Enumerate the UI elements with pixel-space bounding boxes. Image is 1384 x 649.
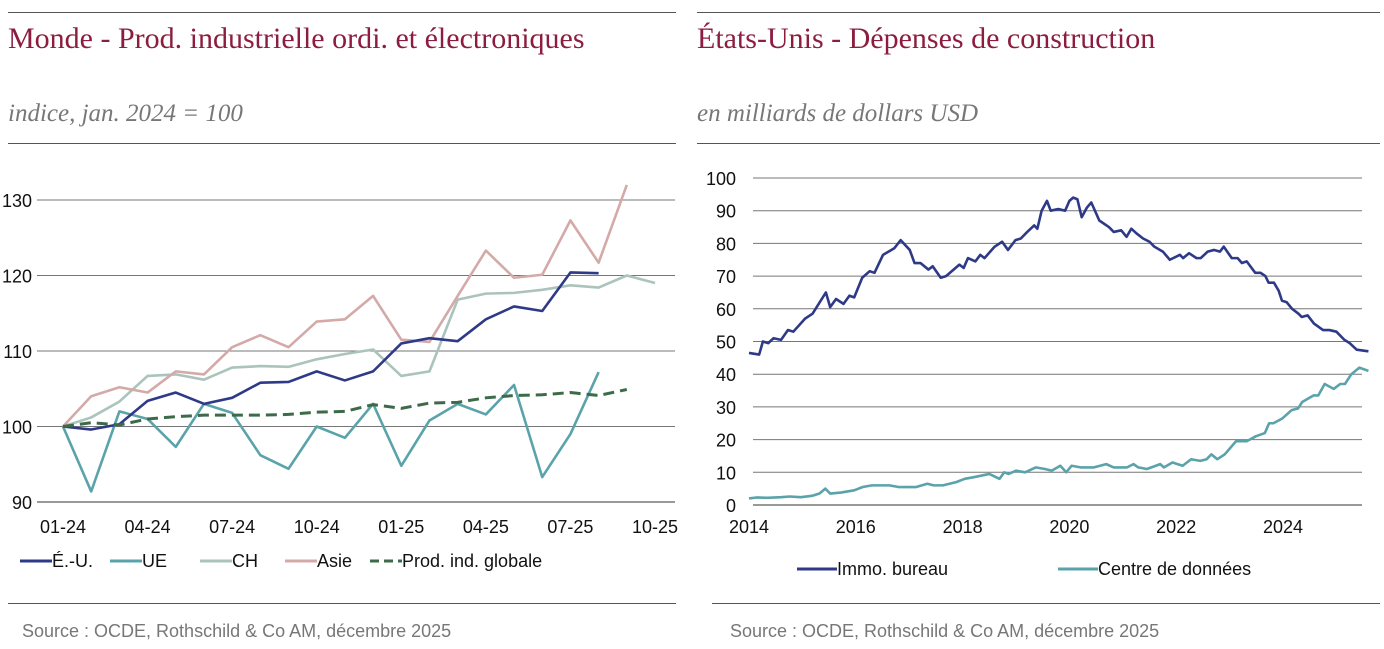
x-tick-label: 01-25	[378, 517, 424, 537]
top-rule	[697, 12, 1380, 13]
chart-subtitle: en milliards de dollars USD	[697, 100, 979, 127]
y-tick-label: 60	[716, 300, 736, 320]
legend-label: Prod. ind. globale	[402, 551, 542, 571]
y-tick-label: 70	[716, 267, 736, 287]
y-tick-label: 90	[12, 493, 32, 513]
x-tick-label: 07-24	[209, 517, 255, 537]
series-line-Centre de données	[748, 366, 1369, 500]
y-tick-label: 50	[716, 333, 736, 353]
source-note: Source : OCDE, Rothschild & Co AM, décem…	[22, 621, 452, 641]
y-tick-label: 120	[2, 267, 32, 287]
x-tick-label: 2014	[729, 517, 769, 537]
x-tick-label: 07-25	[547, 517, 593, 537]
series-line-Asie	[62, 184, 629, 428]
y-tick-label: 90	[716, 202, 736, 222]
legend-label: Centre de données	[1098, 559, 1251, 579]
legend-label: Asie	[317, 551, 352, 571]
legend-label: CH	[232, 551, 258, 571]
series-line-Prod. ind. globale	[62, 388, 628, 428]
chart-title: Monde - Prod. industrielle ordi. et élec…	[8, 22, 585, 55]
chart-subtitle: indice, jan. 2024 = 100	[8, 100, 243, 127]
chart-title: États-Unis - Dépenses de construction	[697, 22, 1156, 55]
y-tick-label: 0	[726, 496, 736, 516]
source-note: Source : OCDE, Rothschild & Co AM, décem…	[730, 621, 1160, 641]
y-tick-label: 130	[2, 191, 32, 211]
x-tick-label: 2016	[836, 517, 876, 537]
y-tick-label: 110	[3, 342, 32, 362]
series-line-CH	[62, 274, 656, 428]
x-tick-label: 04-25	[463, 517, 509, 537]
y-tick-label: 30	[716, 398, 736, 418]
y-tick-label: 100	[706, 169, 736, 189]
series-line-É.-U.	[62, 271, 599, 431]
x-tick-label: 2018	[943, 517, 983, 537]
y-tick-label: 10	[716, 463, 736, 483]
series-line-Immo. bureau	[748, 196, 1369, 356]
x-tick-label: 01-24	[40, 517, 86, 537]
bottom-rule	[712, 603, 1380, 604]
y-tick-label: 100	[2, 418, 32, 438]
y-tick-label: 20	[716, 431, 736, 451]
series-line-UE	[61, 371, 600, 493]
legend-label: UE	[142, 551, 167, 571]
y-tick-label: 80	[716, 234, 736, 254]
legend-label: Immo. bureau	[837, 559, 948, 579]
bottom-rule	[8, 603, 676, 604]
x-tick-label: 10-25	[632, 517, 678, 537]
subtitle-rule	[697, 143, 1380, 144]
legend-label: É.-U.	[52, 551, 93, 571]
x-tick-label: 10-24	[294, 517, 340, 537]
x-tick-label: 2024	[1263, 517, 1303, 537]
subtitle-rule	[8, 143, 676, 144]
top-rule	[8, 12, 676, 13]
x-tick-label: 04-24	[125, 517, 171, 537]
x-tick-label: 2020	[1049, 517, 1089, 537]
y-tick-label: 40	[716, 365, 736, 385]
x-tick-label: 2022	[1156, 517, 1196, 537]
